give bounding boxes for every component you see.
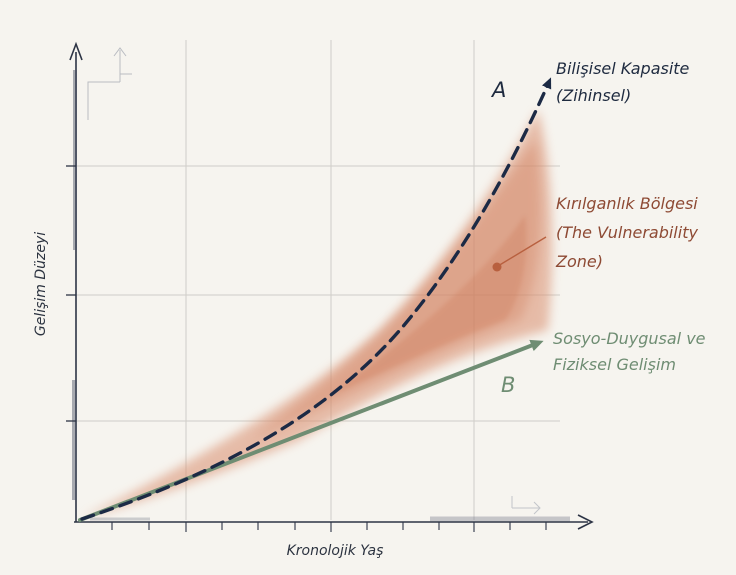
zone-label: Kırılganlık Bölgesi (The Vulnerability Z…: [556, 189, 698, 276]
line-b-marker: B: [501, 373, 516, 397]
line-b-label-line: Sosyo-Duygusal ve: [553, 329, 706, 348]
curve-a-label: Bilişisel Kapasite (Zihinsel): [556, 55, 689, 109]
axes: [66, 41, 594, 532]
curve-a-marker: A: [492, 78, 507, 102]
line-b-label-line: Fiziksel Gelişim: [553, 355, 676, 374]
line-b-label: Sosyo-Duygusal ve Fiziksel Gelişim: [553, 326, 706, 378]
zone-pointer: [492, 236, 547, 272]
curve-a-label-line: (Zihinsel): [556, 86, 632, 105]
zone-label-line: (The Vulnerability: [556, 223, 698, 242]
zone-label-line: Kırılganlık Bölgesi: [556, 194, 698, 213]
y-axis-label: Gelişim Düzeyi: [33, 231, 49, 337]
curve-a: [80, 77, 552, 521]
curve-a-label-line: Bilişisel Kapasite: [556, 59, 690, 78]
zone-label-line: Zone): [556, 252, 603, 271]
sketch-arrow-doodle: [87, 47, 132, 120]
sketch-arrow-doodle: [511, 496, 541, 515]
vulnerability-zone: [82, 110, 553, 518]
x-axis-label: Kronolojik Yaş: [286, 543, 384, 559]
